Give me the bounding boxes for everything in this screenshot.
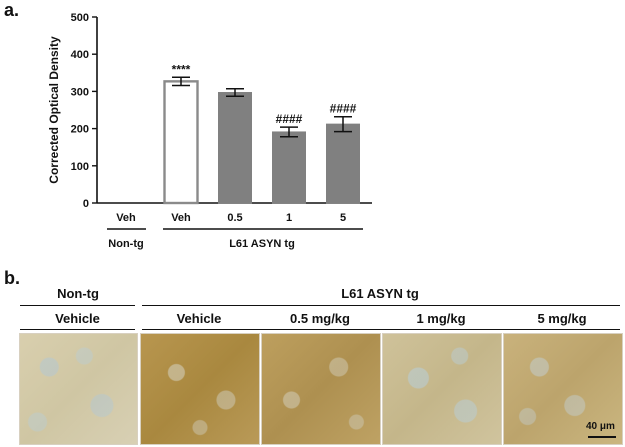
x-tick-label: 1 [286,212,292,224]
y-axis-label: Corrected Optical Density [47,36,61,184]
y-tick-label: 0 [83,198,89,210]
rule-l61-asyn-tg [142,305,620,306]
micrograph-l61-vehicle [140,333,260,445]
significance-annotation: #### [330,102,357,116]
rule-panel-1 [20,329,135,330]
panel-label-1: Vehicle [55,311,100,326]
scale-bar [588,436,616,438]
x-tick-label: 0.5 [227,212,242,224]
header-l61-asyn-tg: L61 ASYN tg [341,286,419,301]
x-tick-label: 5 [340,212,346,224]
panel-a-label: a. [4,0,20,20]
micrograph-l61-0-5mgkg [261,333,381,445]
significance-annotation: #### [276,112,303,126]
bar [272,131,306,204]
header-non-tg: Non-tg [57,286,99,301]
panel-label-5: 5 mg/kg [537,311,587,326]
y-tick-label: 500 [71,12,89,24]
panel-label-2: Vehicle [176,311,222,326]
rule-non-tg [20,305,135,306]
x-tick-label: Veh [171,212,191,224]
bar [163,80,199,205]
rule-panel-2 [142,329,620,330]
y-tick-label: 200 [71,124,89,136]
significance-annotation: **** [172,62,191,76]
bar [218,92,252,204]
group-label-non-tg: Non-tg [108,238,143,250]
group-label-l61: L61 ASYN tg [229,238,295,250]
x-tick-label: Veh [116,212,136,224]
scale-bar-label: 40 μm [586,421,615,432]
panel-label-4: 1 mg/kg [416,311,466,326]
micrograph-l61-5mgkg [503,333,623,445]
bars: **** #### #### [163,62,360,205]
micrograph-l61-1mgkg [382,333,502,445]
panel-b-label: b. [4,268,20,288]
y-tick-label: 300 [71,86,89,98]
bar-chart: Corrected Optical Density 0 100 200 300 400 5… [47,12,372,250]
y-tick-label: 400 [71,49,89,61]
y-tick-label: 100 [71,161,89,173]
panel-label-3: 0.5 mg/kg [290,311,350,326]
micrograph-non-tg-vehicle [19,333,138,445]
x-tick-labels: Veh Veh 0.5 1 5 [116,212,346,224]
y-ticks: 0 100 200 300 400 500 [71,12,97,210]
bar [326,123,360,204]
group-labels: Non-tg L61 ASYN tg [107,228,363,250]
